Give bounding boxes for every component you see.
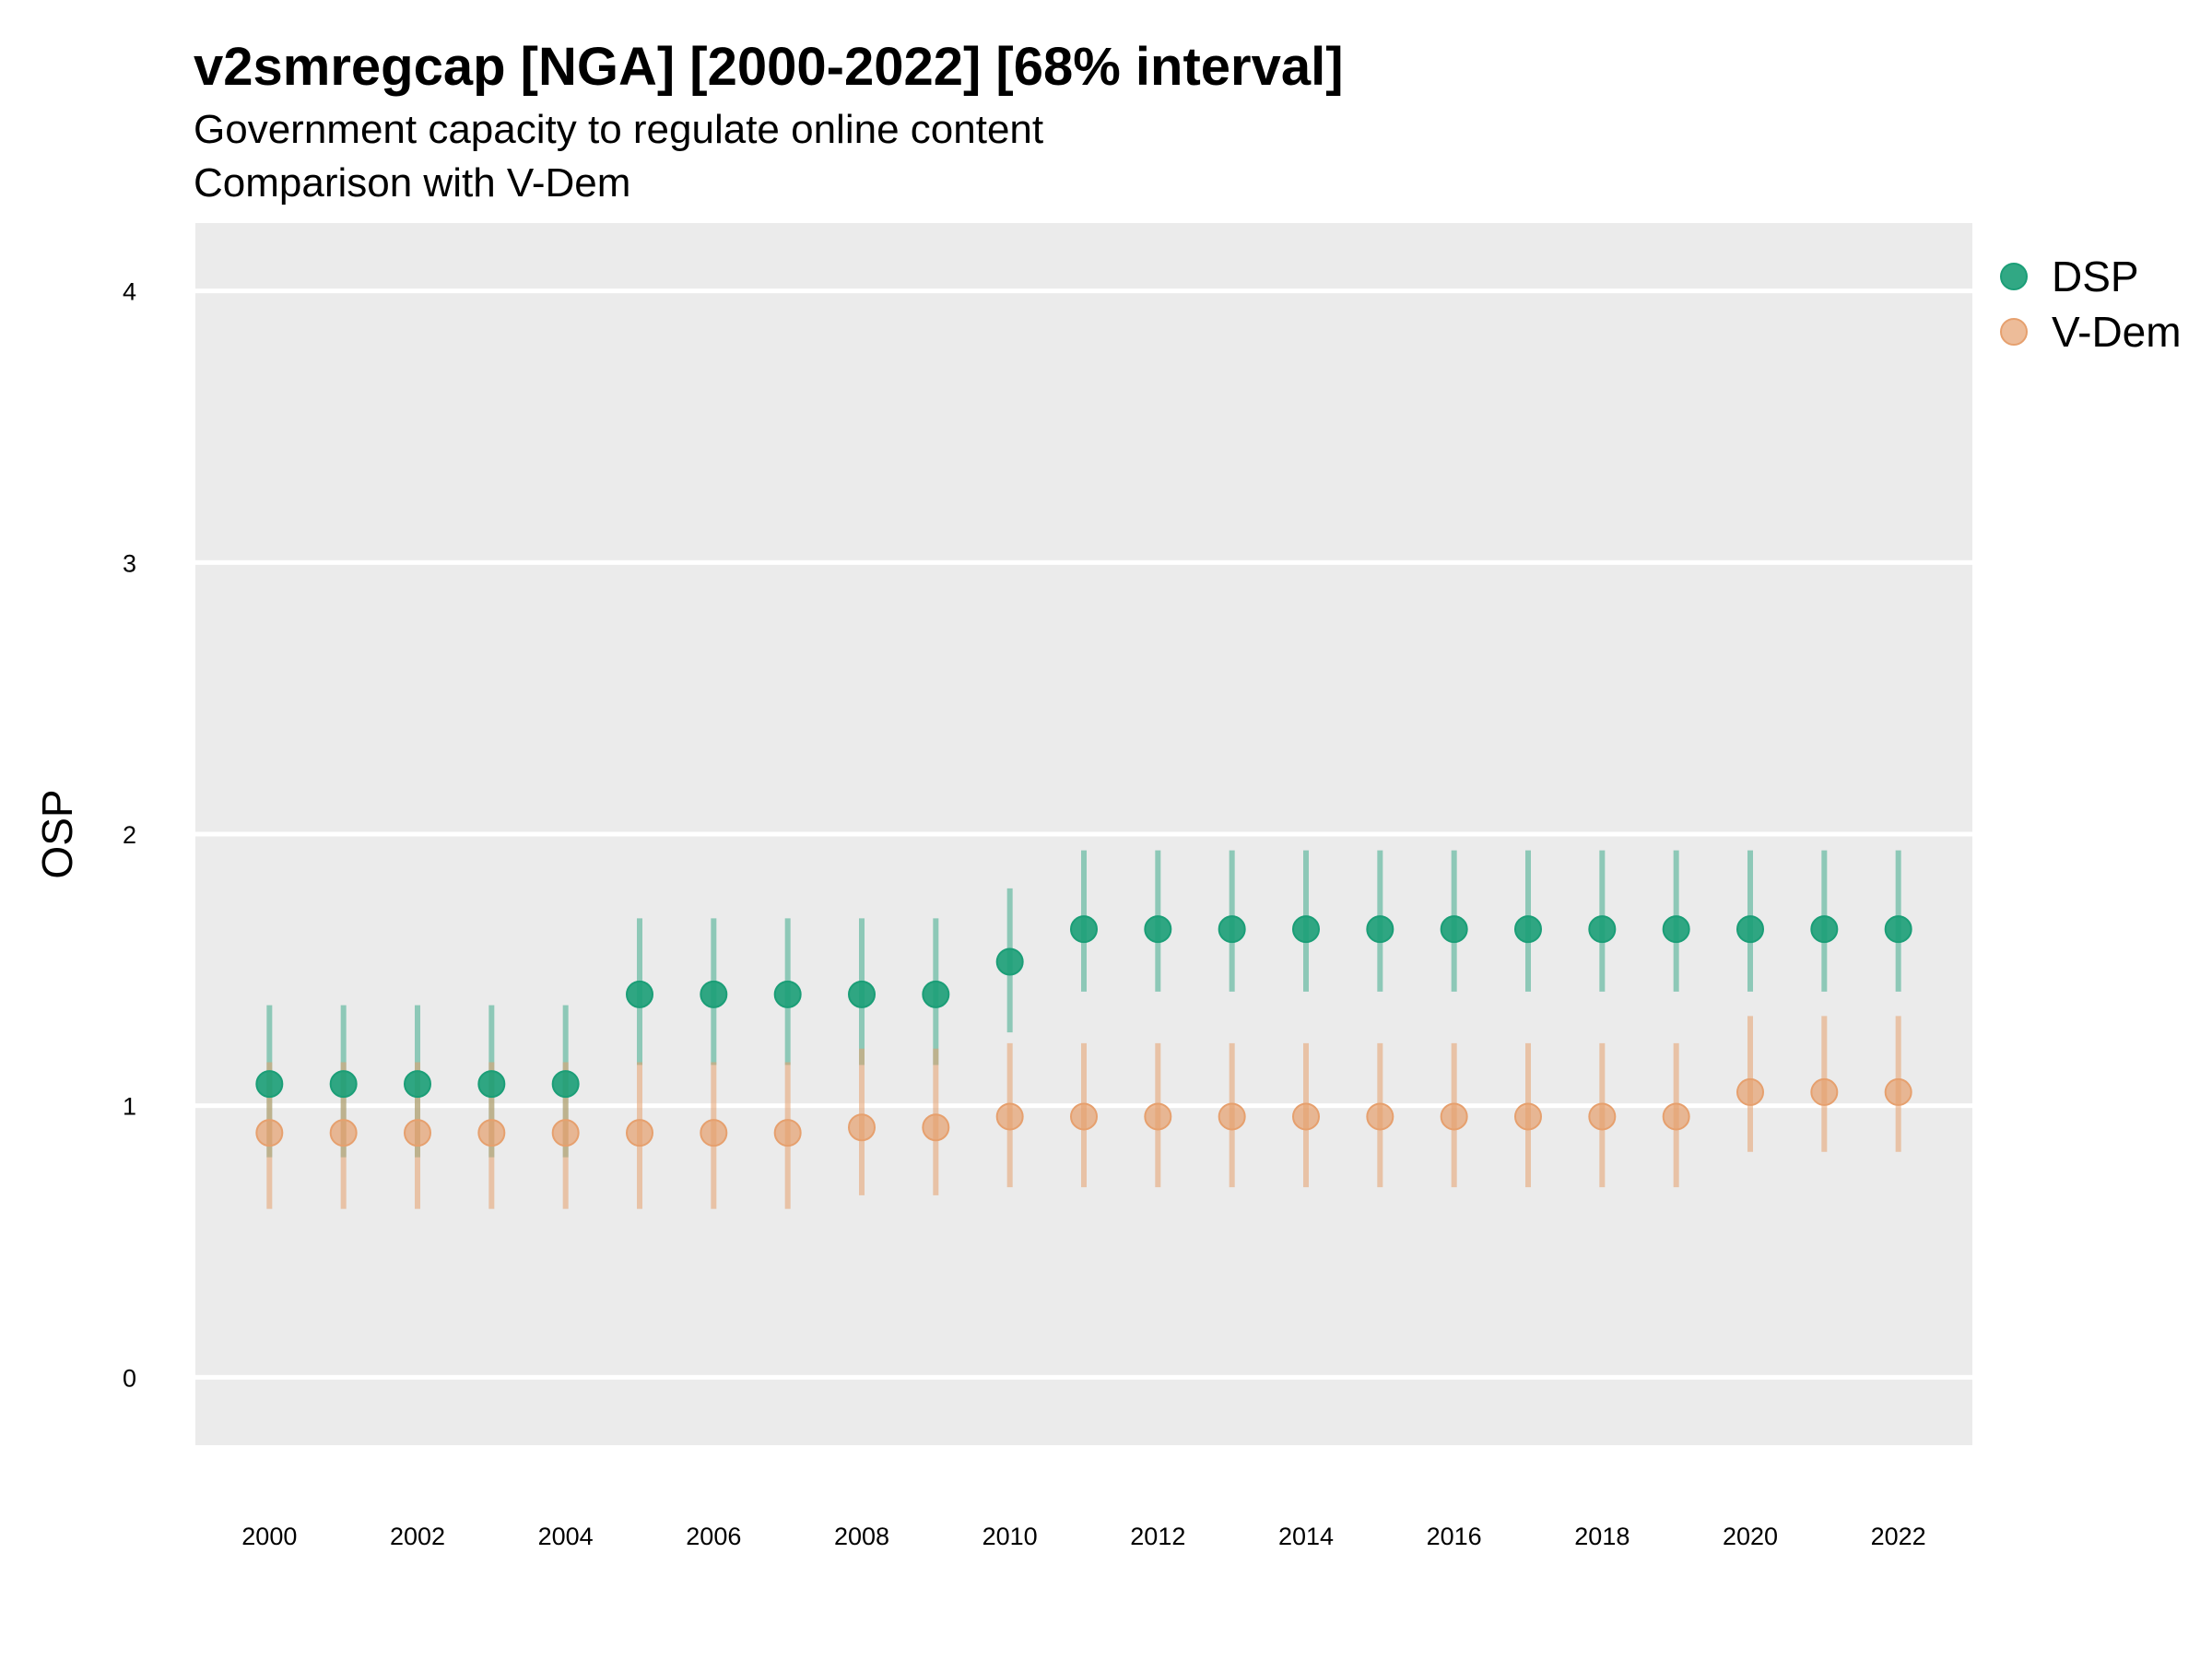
y-tick-label: 2 — [123, 821, 136, 849]
point-v-dem-2008 — [848, 1113, 876, 1142]
point-dsp-2008 — [848, 980, 876, 1008]
x-tick-label: 2022 — [1871, 1523, 1926, 1550]
point-v-dem-2012 — [1144, 1102, 1172, 1131]
point-v-dem-2006 — [700, 1119, 728, 1147]
point-dsp-2010 — [995, 947, 1024, 976]
y-tick-label: 1 — [123, 1093, 136, 1121]
point-dsp-2005 — [626, 980, 653, 1008]
point-dsp-2009 — [922, 980, 950, 1008]
point-v-dem-2014 — [1292, 1102, 1320, 1131]
point-v-dem-2019 — [1662, 1102, 1690, 1131]
point-dsp-2014 — [1292, 915, 1320, 944]
point-v-dem-2010 — [995, 1102, 1024, 1131]
x-tick-label: 2020 — [1723, 1523, 1778, 1550]
x-tick-label: 2016 — [1427, 1523, 1482, 1550]
point-v-dem-2013 — [1218, 1102, 1246, 1131]
point-v-dem-2015 — [1366, 1102, 1394, 1131]
x-tick-label: 2018 — [1574, 1523, 1630, 1550]
point-dsp-2020 — [1736, 915, 1764, 944]
point-v-dem-2003 — [477, 1119, 506, 1147]
point-v-dem-2001 — [329, 1119, 358, 1147]
point-dsp-2021 — [1810, 915, 1839, 944]
chart-subtitle-line-1: Government capacity to regulate online c… — [194, 107, 1043, 152]
point-dsp-2012 — [1144, 915, 1172, 944]
point-dsp-2004 — [551, 1070, 580, 1099]
x-tick-label: 2006 — [686, 1523, 741, 1550]
chart-subtitle-line-2: Comparison with V-Dem — [194, 160, 630, 206]
point-v-dem-2009 — [922, 1113, 950, 1142]
point-v-dem-2016 — [1440, 1102, 1468, 1131]
x-tick-label: 2008 — [834, 1523, 889, 1550]
point-dsp-2007 — [773, 980, 802, 1008]
chart-title: v2smregcap [NGA] [2000-2022] [68% interv… — [194, 37, 1344, 97]
x-tick-label: 2004 — [538, 1523, 594, 1550]
point-v-dem-2004 — [551, 1119, 580, 1147]
point-dsp-2001 — [329, 1070, 358, 1099]
point-v-dem-2017 — [1514, 1102, 1542, 1131]
x-tick-label: 2002 — [390, 1523, 445, 1550]
point-dsp-2003 — [477, 1070, 506, 1099]
x-tick-label: 2000 — [241, 1523, 297, 1550]
x-axis-ticks: 2000 2002 2004 2006 2008 2010 2012 2014 2016 2018… — [241, 1523, 1925, 1550]
x-tick-label: 2014 — [1278, 1523, 1334, 1550]
point-dsp-2022 — [1884, 915, 1912, 944]
point-v-dem-2022 — [1884, 1077, 1912, 1106]
y-axis-ticks: 0 1 2 3 4 — [123, 278, 136, 1393]
point-dsp-2013 — [1218, 915, 1246, 944]
y-tick-label: 0 — [123, 1364, 136, 1392]
x-tick-label: 2010 — [982, 1523, 1038, 1550]
point-dsp-2018 — [1588, 915, 1617, 944]
point-v-dem-2005 — [626, 1119, 653, 1147]
point-dsp-2019 — [1662, 915, 1690, 944]
x-tick-label: 2012 — [1130, 1523, 1185, 1550]
point-dsp-2000 — [255, 1070, 284, 1099]
y-tick-label: 4 — [123, 278, 136, 306]
point-v-dem-2020 — [1736, 1077, 1764, 1106]
point-v-dem-2018 — [1588, 1102, 1617, 1131]
point-v-dem-2000 — [255, 1119, 284, 1147]
point-dsp-2002 — [404, 1070, 431, 1099]
point-v-dem-2007 — [773, 1119, 802, 1147]
legend: DSP V-Dem — [2000, 253, 2182, 356]
y-tick-label: 3 — [123, 549, 136, 577]
point-dsp-2011 — [1070, 915, 1098, 944]
point-dsp-2016 — [1440, 915, 1468, 944]
legend-label-v-dem: V-Dem — [2052, 308, 2182, 356]
legend-swatch-v-dem — [2000, 318, 2028, 346]
point-v-dem-2021 — [1810, 1077, 1839, 1106]
data-points — [255, 915, 1912, 1147]
point-dsp-2006 — [700, 980, 728, 1008]
y-axis-label: OSP — [33, 789, 81, 878]
point-dsp-2017 — [1514, 915, 1542, 944]
point-v-dem-2002 — [404, 1119, 431, 1147]
point-v-dem-2011 — [1070, 1102, 1098, 1131]
point-dsp-2015 — [1366, 915, 1394, 944]
legend-swatch-dsp — [2000, 263, 2028, 290]
legend-label-dsp: DSP — [2052, 253, 2139, 300]
